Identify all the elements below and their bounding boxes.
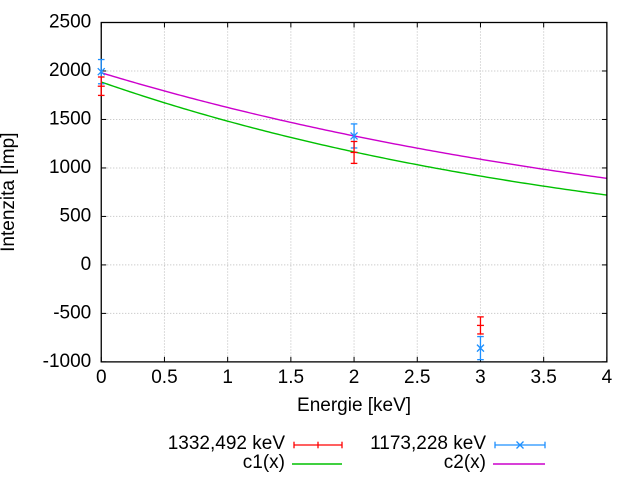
svg-text:1173,228 keV: 1173,228 keV — [370, 433, 486, 454]
svg-text:1332,492 keV: 1332,492 keV — [168, 433, 286, 454]
svg-text:c1(x): c1(x) — [243, 452, 285, 473]
svg-text:500: 500 — [60, 205, 92, 226]
svg-text:1500: 1500 — [49, 108, 91, 129]
svg-text:2500: 2500 — [49, 12, 91, 33]
svg-text:-500: -500 — [53, 302, 91, 323]
svg-text:c2(x): c2(x) — [444, 452, 486, 473]
svg-text:2: 2 — [349, 367, 360, 388]
svg-text:2.5: 2.5 — [404, 367, 430, 388]
svg-text:1: 1 — [222, 367, 233, 388]
svg-text:0: 0 — [96, 367, 107, 388]
svg-text:3.5: 3.5 — [530, 367, 556, 388]
svg-text:3: 3 — [475, 367, 486, 388]
svg-text:1000: 1000 — [49, 157, 91, 178]
svg-text:0.5: 0.5 — [151, 367, 177, 388]
svg-text:0: 0 — [81, 254, 92, 275]
svg-text:4: 4 — [602, 367, 613, 388]
svg-text:-1000: -1000 — [43, 351, 92, 372]
svg-text:1.5: 1.5 — [278, 367, 304, 388]
svg-text:Energie [keV]: Energie [keV] — [297, 395, 411, 416]
svg-text:2000: 2000 — [49, 60, 91, 81]
svg-text:Intenzita [Imp]: Intenzita [Imp] — [0, 133, 19, 252]
